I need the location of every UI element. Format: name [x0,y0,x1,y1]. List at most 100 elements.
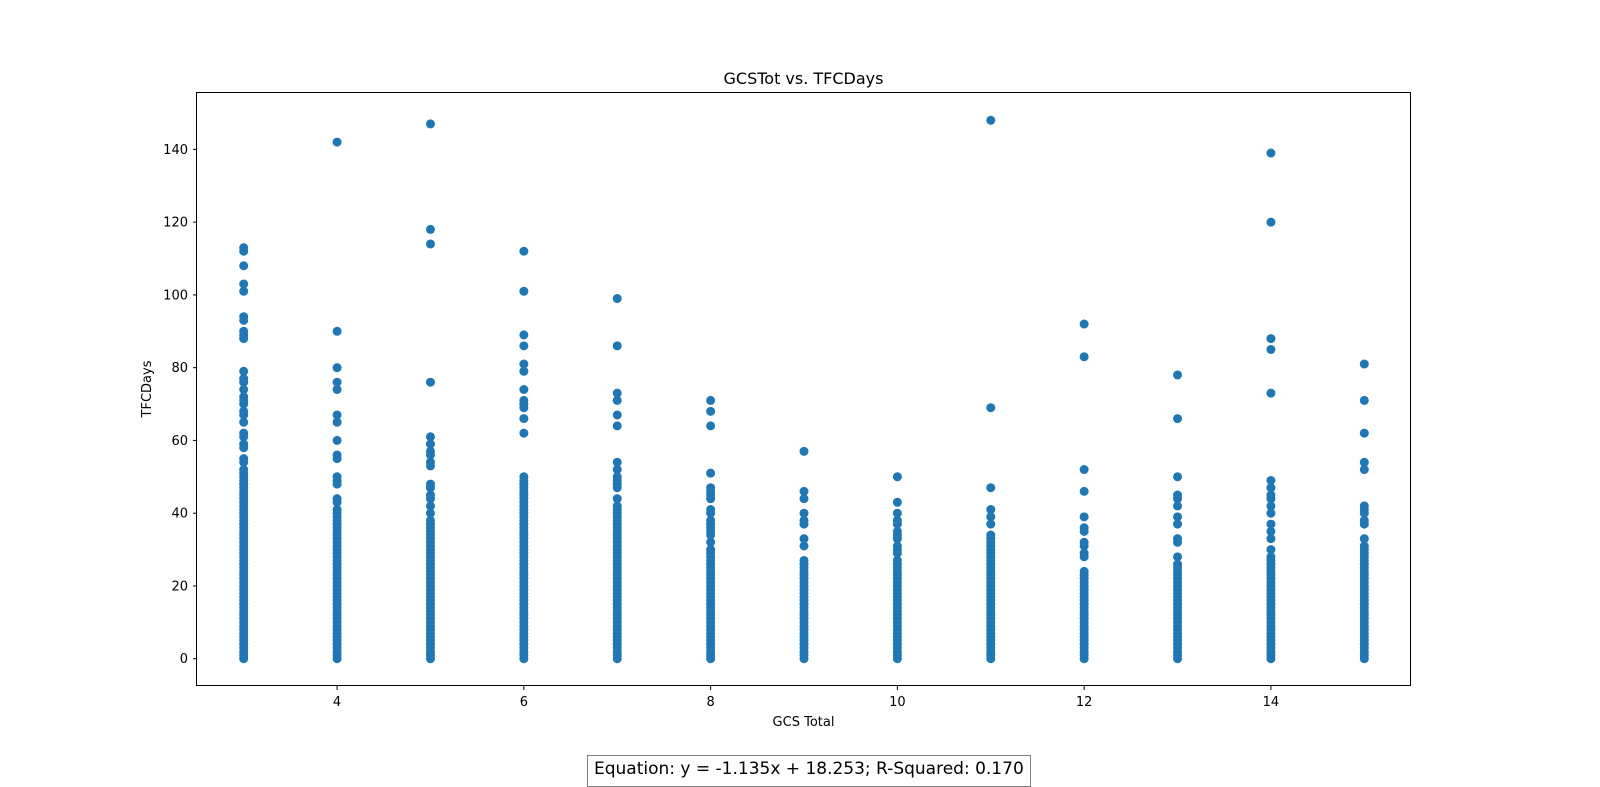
data-point [1079,541,1089,551]
data-point [425,119,435,129]
data-point [425,239,435,249]
data-point [1359,395,1369,405]
data-point [1173,519,1183,529]
data-point [239,654,249,664]
chart-title: GCSTot vs. TFCDays [724,69,884,88]
data-point [332,377,342,387]
data-point [986,403,996,413]
data-point [332,137,342,147]
data-point [1359,428,1369,438]
data-point [425,439,435,449]
data-point [799,541,809,551]
data-point [1266,334,1276,344]
data-point [1173,552,1183,562]
data-point [1266,475,1276,485]
data-point [519,286,529,296]
data-point [425,501,435,511]
data-point [706,530,716,540]
data-point [332,363,342,373]
data-point [799,494,809,504]
y-tick-label: 140 [163,143,188,158]
x-tick-label: 8 [706,695,714,710]
data-point [1359,457,1369,467]
data-point [1173,537,1183,547]
data-point [892,497,902,507]
x-axis-ticks: 4 6 8 10 12 14 [333,686,1279,710]
data-point [706,494,716,504]
data-point [1079,486,1089,496]
data-point [1359,654,1369,664]
data-point [1359,465,1369,475]
data-point [332,435,342,445]
data-point [1266,519,1276,529]
data-point [425,508,435,518]
data-point [612,388,622,398]
data-point [1266,654,1276,664]
y-tick-label: 80 [171,361,188,376]
data-point [892,654,902,664]
data-point [1266,526,1276,536]
data-point [239,457,249,467]
data-point [1266,148,1276,158]
data-point [706,406,716,416]
data-point [1173,654,1183,664]
data-point [1266,501,1276,511]
data-point [425,432,435,442]
data-point [239,286,249,296]
y-tick-label: 0 [180,652,188,667]
data-point [1359,359,1369,369]
data-point [425,450,435,460]
data-point [519,385,529,394]
data-point [612,410,622,420]
data-point [706,421,716,431]
data-point [612,421,622,431]
data-point [239,261,249,271]
data-point [1266,483,1276,493]
data-point [332,654,342,664]
data-point [1359,508,1369,518]
data-point [1079,654,1089,664]
points-layer [239,115,1369,664]
data-point [1266,508,1276,518]
data-point [799,534,809,544]
data-point [425,461,435,471]
data-point [239,399,249,409]
data-point [519,246,529,256]
data-point [519,403,529,413]
data-point [239,315,249,325]
x-tick-label: 6 [520,695,528,710]
data-point [1079,352,1089,362]
x-tick-label: 10 [889,695,906,710]
data-point [239,385,249,394]
data-point [799,654,809,664]
data-point [1079,512,1089,522]
data-point [986,519,996,529]
data-point [519,341,529,351]
data-point [1266,388,1276,398]
data-point [519,414,529,424]
data-point [799,446,809,456]
x-tick-label: 14 [1263,695,1280,710]
data-point [1266,534,1276,544]
x-tick-label: 12 [1076,695,1093,710]
data-point [612,483,622,493]
data-point [1079,319,1089,329]
plot-frame [196,92,1411,686]
data-point [239,366,249,376]
data-point [425,654,435,664]
data-point [519,428,529,438]
data-point [799,508,809,518]
data-point [1079,526,1089,536]
data-point [239,410,249,420]
data-point [1266,494,1276,504]
data-point [706,508,716,518]
data-point [1079,552,1089,562]
data-point [239,443,249,453]
y-tick-label: 100 [163,288,188,303]
data-point [892,472,902,482]
data-point [892,548,902,558]
data-point [332,326,342,336]
data-point [332,410,342,420]
data-point [1359,519,1369,529]
